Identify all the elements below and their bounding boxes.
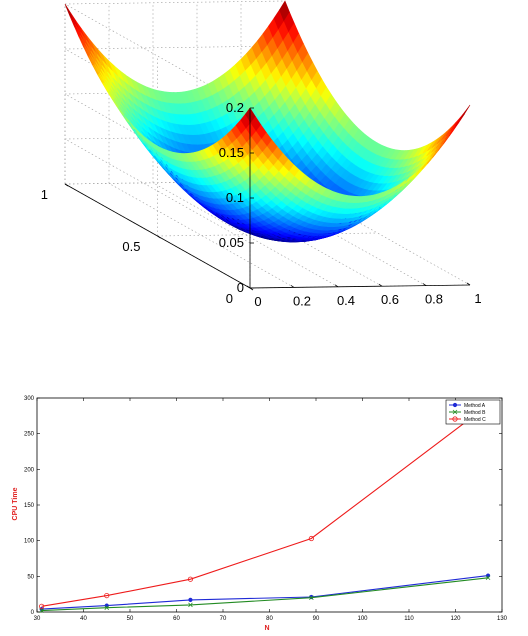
- z-tick-label: 0: [237, 280, 244, 295]
- series-method-b-marker-stroke: [485, 575, 491, 581]
- x-tick-label: 110: [404, 616, 414, 622]
- series-method-c-marker: [104, 592, 110, 599]
- surface-tick-labels: 0 0.05 0.1 0.15 0.2 0 0.5 1 0 0.2 0.4 0.6 0.8 1: [41, 100, 482, 309]
- wall-grid-line: [64, 93, 251, 199]
- y-tick-label: 0: [226, 291, 233, 306]
- x-tick: [466, 282, 471, 286]
- wall-grid-line: [64, 3, 251, 109]
- x-tick: [290, 285, 295, 288]
- legend-label: Method C: [464, 417, 486, 423]
- x-tick-label: 40: [80, 616, 87, 622]
- line-chart-series: [39, 402, 491, 613]
- y-tick-label: 0: [31, 610, 35, 616]
- y-tick: [64, 183, 69, 187]
- axes-box: [64, 107, 471, 291]
- x-tick: [422, 283, 427, 286]
- surface-mesh: [64, 0, 471, 243]
- legend-marker-stroke: [452, 409, 458, 415]
- x-tick-label: 120: [450, 616, 461, 622]
- floor-grid-line: [152, 182, 339, 288]
- wall-grid-line: [64, 138, 251, 244]
- x-tick-label: 0.2: [293, 293, 311, 308]
- series-method-b-marker: [188, 602, 193, 608]
- x-tick-label: 130: [497, 616, 508, 622]
- y-tick-label: 50: [27, 574, 34, 580]
- x-tick-label: 60: [173, 616, 180, 622]
- x-tick-label: 90: [313, 616, 320, 622]
- x-tick-label: 0: [254, 294, 261, 309]
- x-tick-label: 0.6: [381, 292, 399, 307]
- line-chart: 30 40 50 60 70 80 90 100 110 120 130 0 50 100 150 200 25…: [12, 396, 508, 632]
- series-method-b-marker: [309, 595, 314, 601]
- x-axis-line: [249, 284, 471, 289]
- series-method-c-marker: [187, 576, 194, 582]
- wall-grid-line: [64, 180, 286, 185]
- x-tick-label: 50: [127, 616, 134, 622]
- surface-plot: 0 0.05 0.1 0.15 0.2 0 0.5 1 0 0.2 0.4 0.6 0.8 1: [41, 0, 482, 309]
- y-tick-label: 0.5: [122, 239, 140, 254]
- series-method-b-marker-stroke: [104, 605, 110, 611]
- z-tick-label: 0.2: [226, 100, 244, 115]
- series-method-b-marker-stroke: [39, 608, 44, 613]
- y-tick-label: 250: [24, 432, 35, 438]
- series-method-c-marker: [39, 603, 45, 609]
- z-tick-label: 0.05: [219, 235, 244, 250]
- series-method-b-marker: [104, 605, 110, 611]
- y-tick-label: 1: [41, 187, 48, 202]
- x-tick-label: 0.4: [337, 293, 355, 308]
- y-tick-label: 100: [24, 539, 35, 545]
- series-method-c-line: [41, 404, 489, 607]
- legend-marker: [452, 402, 458, 408]
- floor-grid-line: [108, 183, 295, 288]
- series-method-b-marker-stroke: [188, 602, 193, 608]
- line-chart-axes: 30 40 50 60 70 80 90 100 110 120 130 0 50 100 150 200 25…: [24, 396, 508, 622]
- x-tick-label: 1: [474, 291, 481, 306]
- series-method-b-marker: [485, 575, 491, 581]
- y-tick-label: 150: [24, 503, 35, 509]
- plot-frame: [36, 397, 503, 613]
- wall-grid-line: [64, 135, 286, 140]
- series-method-c-marker: [308, 535, 314, 542]
- y-tick-label: 300: [24, 396, 35, 402]
- x-tick-label: 70: [220, 616, 227, 622]
- wall-grid-line: [64, 90, 286, 95]
- x-tick: [334, 284, 339, 288]
- wall-grid-line: [64, 45, 286, 50]
- x-tick-label: 80: [266, 616, 273, 622]
- y-tick: [249, 287, 254, 291]
- legend-marker: [452, 416, 458, 422]
- series-method-a-marker: [188, 597, 193, 602]
- y-tick: [157, 235, 161, 239]
- x-axis-label: N: [264, 625, 269, 632]
- x-tick-label: 0.8: [425, 292, 443, 307]
- z-tick-label: 0.1: [226, 190, 244, 205]
- legend-marker: [452, 409, 458, 415]
- legend-label: Method B: [464, 410, 486, 416]
- surface-patch: [459, 104, 471, 121]
- z-tick-label: 0.15: [219, 145, 244, 160]
- x-tick-label: 30: [34, 616, 41, 622]
- y-tick-label: 200: [24, 467, 35, 473]
- x-tick-label: 100: [357, 616, 368, 622]
- series-method-a-line: [41, 575, 489, 610]
- series-method-b-marker: [39, 608, 44, 613]
- floor-grid-line: [157, 232, 378, 237]
- x-tick: [246, 285, 251, 289]
- x-tick: [378, 283, 383, 287]
- legend-label: Method A: [464, 403, 486, 409]
- wall-grid-line: [64, 0, 286, 5]
- y-axis-label: CPU Time: [12, 487, 19, 520]
- series-method-b-marker-stroke: [309, 595, 314, 601]
